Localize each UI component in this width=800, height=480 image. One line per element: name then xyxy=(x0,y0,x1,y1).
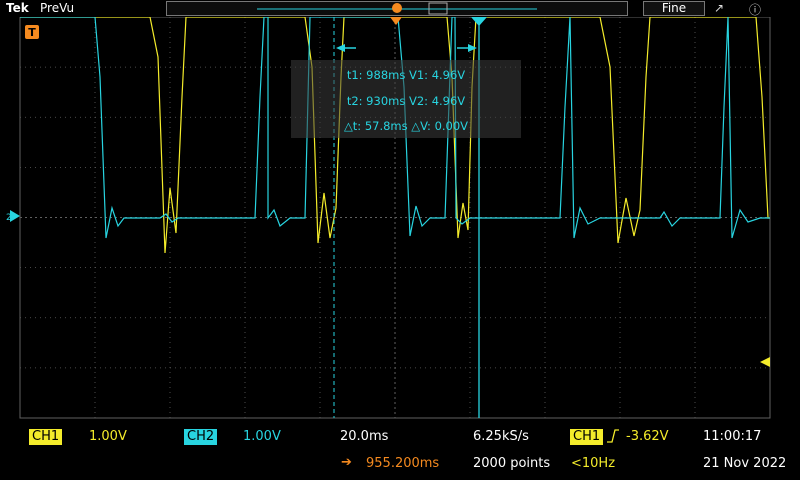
ch2-ground-marker[interactable]: 2 xyxy=(6,210,20,223)
ch2-waveform xyxy=(20,16,770,239)
svg-text:T: T xyxy=(28,26,36,39)
trigger-frequency: <10Hz xyxy=(571,456,616,471)
cursor-t1-arrow-icon xyxy=(468,44,477,52)
timebase[interactable]: 20.0ms xyxy=(340,429,389,444)
trigger-position-marker[interactable] xyxy=(390,17,402,25)
record-length: 2000 points xyxy=(473,456,551,471)
help-icon[interactable]: ⓘ xyxy=(749,3,762,17)
acquisition-mode: PreVu xyxy=(40,1,75,15)
cursor-readout-panel: t1: 988ms V1: 4.96V t2: 930ms V2: 4.96V … xyxy=(291,60,521,138)
cursor-readout-line1: t1: 988ms V1: 4.96V xyxy=(346,68,466,82)
trigger-marker-icon[interactable]: T xyxy=(25,25,39,39)
trigger-level-marker[interactable] xyxy=(760,357,770,367)
cursor-readout-line3: △t: 57.8ms △V: 0.00V xyxy=(343,119,469,133)
cursor-readout-line2: t2: 930ms V2: 4.96V xyxy=(346,94,466,108)
ch2-button[interactable]: CH2 xyxy=(184,429,218,445)
brand-logo: Tek xyxy=(6,1,29,15)
save-icon[interactable]: ↗ xyxy=(714,1,725,15)
ch1-scale: 1.00V xyxy=(89,429,127,444)
record-view-bar[interactable] xyxy=(166,1,628,16)
status-bar: CH1 1.00V CH2 1.00V 20.0ms 6.25kS/s CH1 … xyxy=(0,420,800,480)
horizontal-position[interactable]: 955.200ms xyxy=(366,456,440,471)
top-bar: Tek PreVu Fine ↗ ⓘ xyxy=(0,0,800,17)
svg-text:2: 2 xyxy=(6,213,12,223)
fine-button[interactable]: Fine xyxy=(643,1,705,16)
rising-edge-icon xyxy=(607,429,619,443)
horizontal-position-arrow-icon: ➔ xyxy=(341,455,352,470)
sample-rate: 6.25kS/s xyxy=(473,429,529,444)
date: 21 Nov 2022 xyxy=(703,456,787,471)
ch2-scale: 1.00V xyxy=(243,429,281,444)
cursor-t1-top-marker[interactable] xyxy=(471,17,487,26)
ch1-button[interactable]: CH1 xyxy=(29,429,63,445)
clock-time: 11:00:17 xyxy=(703,429,762,444)
trigger-level: -3.62V xyxy=(626,429,669,444)
trigger-source[interactable]: CH1 xyxy=(570,429,604,445)
cursor-t2-arrow-icon xyxy=(336,44,345,52)
